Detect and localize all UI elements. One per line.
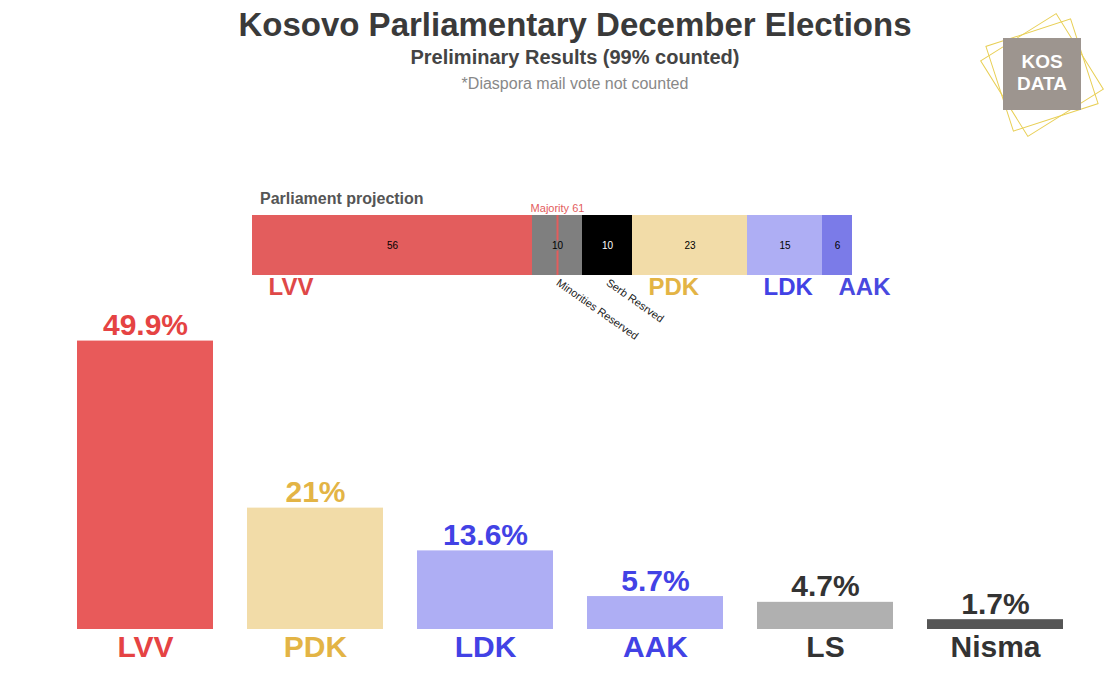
svg-text:56: 56 (387, 240, 399, 251)
svg-text:Nisma: Nisma (950, 630, 1040, 663)
svg-text:5.7%: 5.7% (621, 564, 689, 597)
html-text:Kosovo Parliamentary December: Kosovo Parliamentary December Elections (238, 6, 912, 43)
html-text:Parliament projection: Parliament projection (260, 190, 424, 207)
svg-text:LS: LS (806, 630, 844, 663)
svg-text:LVV: LVV (117, 630, 173, 663)
svg-text:23: 23 (684, 240, 696, 251)
svg-text:13.6%: 13.6% (443, 518, 528, 551)
svg-text:4.7%: 4.7% (791, 569, 859, 602)
svg-text:LDK: LDK (764, 273, 814, 300)
svg-text:21%: 21% (285, 475, 345, 508)
html-text:KOS: KOS (1021, 51, 1063, 72)
svg-text:AAK: AAK (623, 630, 688, 663)
svg-text:10: 10 (602, 240, 614, 251)
svg-text:15: 15 (779, 240, 791, 251)
svg-text:LDK: LDK (455, 630, 517, 663)
html-text:DATA: DATA (1017, 73, 1067, 94)
svg-text:PDK: PDK (284, 630, 348, 663)
svg-text:49.9%: 49.9% (103, 308, 188, 341)
svg-text:6: 6 (835, 240, 841, 251)
svg-text:1.7%: 1.7% (961, 587, 1029, 620)
svg-text:Minorities Reserved: Minorities Reserved (554, 276, 641, 342)
svg-text:10: 10 (552, 240, 564, 251)
svg-text:Majority 61: Majority 61 (531, 202, 585, 214)
html-text:*Diaspora mail vote not counte: *Diaspora mail vote not counted (461, 75, 689, 92)
svg-text:PDK: PDK (649, 273, 700, 300)
html-text:Preliminary Results (99% count: Preliminary Results (99% counted) (410, 46, 740, 68)
svg-text:LVV: LVV (269, 273, 314, 300)
svg-text:Serb Resrved: Serb Resrved (604, 276, 666, 324)
svg-text:AAK: AAK (839, 273, 892, 300)
